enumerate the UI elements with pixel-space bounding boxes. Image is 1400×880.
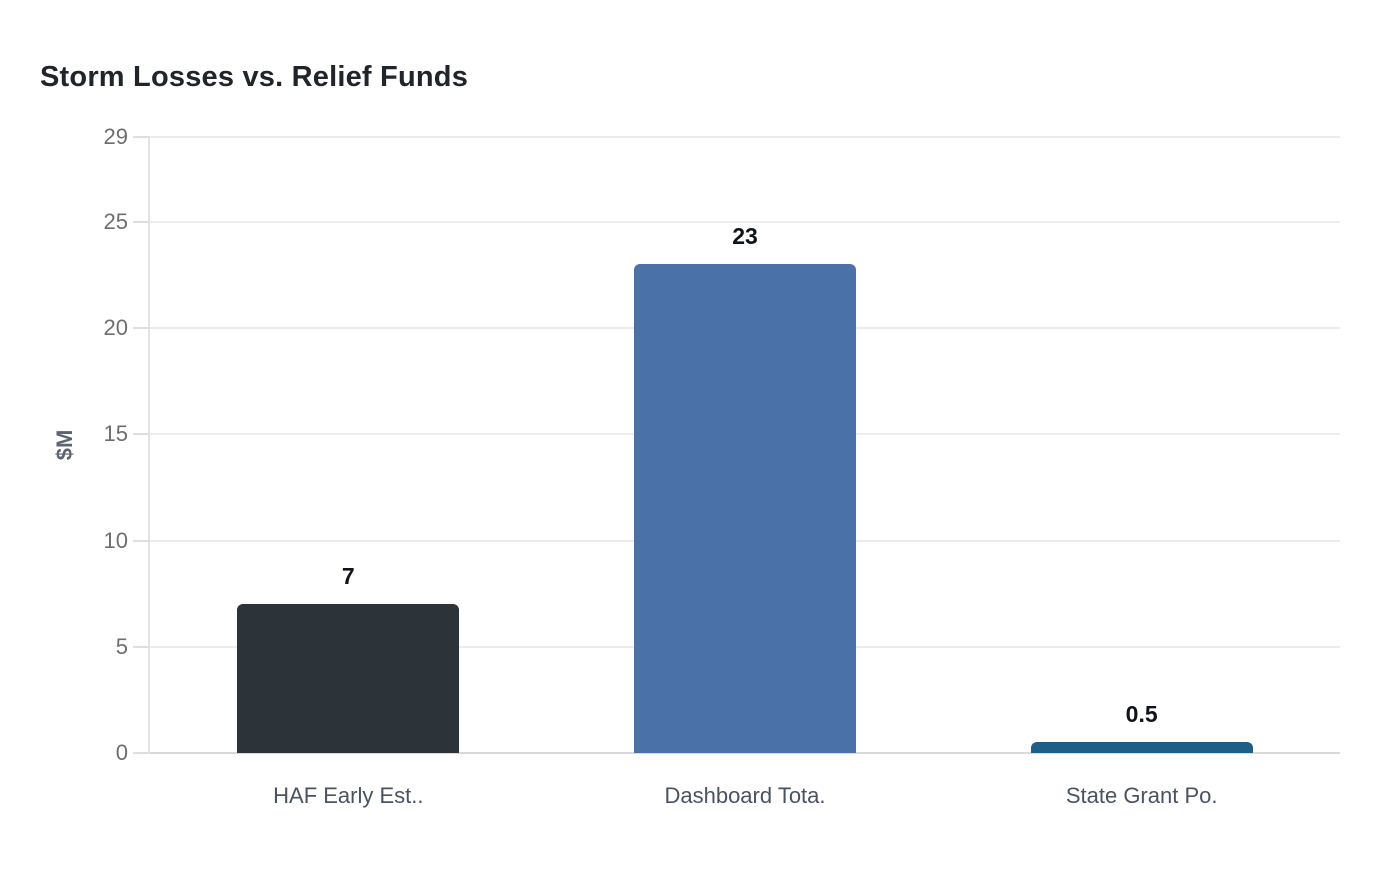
chart-title: Storm Losses vs. Relief Funds [40,61,469,93]
y-tick-mark [133,136,149,138]
y-tick-label: 10 [103,527,128,553]
y-tick-mark [133,433,149,436]
x-category-label: Dashboard Tota. [664,783,826,808]
y-tick-label: 29 [103,124,128,149]
bar-value-label: 7 [341,563,355,590]
bar-2 [634,264,856,753]
bar-value-label: 23 [732,223,758,250]
y-tick-label: 25 [103,208,128,234]
x-category-label: HAF Early Est.. [273,783,424,808]
bar-1 [237,604,460,753]
bar-3 [1030,742,1253,753]
y-tick-mark [133,539,149,542]
y-tick-label: 0 [115,740,128,765]
y-gridline [150,136,1340,138]
y-gridline [150,752,1340,754]
y-tick-mark [133,327,149,330]
bar-value-label: 0.5 [1125,701,1158,728]
x-category-label: State Grant Po. [1065,783,1218,808]
y-tick-mark [133,645,149,648]
y-tick-mark [133,752,149,754]
y-tick-label: 20 [103,315,128,341]
y-axis-line [148,136,150,754]
y-tick-mark [133,220,149,223]
y-gridline [150,220,1340,223]
y-tick-label: 5 [115,633,128,659]
y-tick-label: 15 [103,421,128,447]
